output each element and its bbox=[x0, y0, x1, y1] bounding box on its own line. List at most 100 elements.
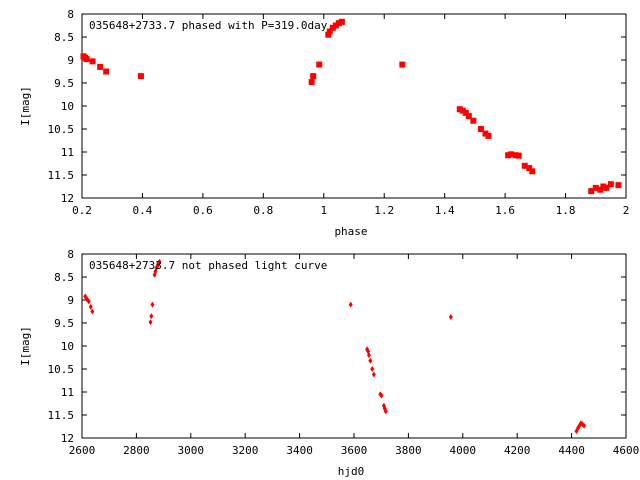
data-point bbox=[332, 22, 339, 29]
y-tick-label: 8.5 bbox=[54, 31, 74, 44]
data-point bbox=[485, 132, 492, 139]
data-point bbox=[103, 68, 110, 75]
data-point bbox=[326, 28, 333, 35]
data-point bbox=[529, 168, 536, 175]
data-point bbox=[482, 130, 489, 137]
y-tick-label: 8.5 bbox=[54, 271, 74, 284]
data-point bbox=[348, 301, 353, 308]
phased-plot-title: 035648+2733.7 phased with P=319.0day bbox=[89, 19, 328, 32]
phased-plot-ticks: 0.2 0.4 0.6 0.8 1 1.2 1.4 1.6 1.8 2 8 8.5 9 9.5 10 10.5… bbox=[48, 8, 630, 217]
data-point bbox=[316, 61, 323, 68]
data-point bbox=[149, 313, 154, 320]
data-point bbox=[515, 152, 522, 159]
data-point bbox=[325, 31, 332, 38]
data-point bbox=[148, 319, 153, 326]
data-point bbox=[338, 18, 345, 25]
unphased-plot-points bbox=[83, 258, 587, 435]
data-point bbox=[521, 162, 528, 169]
data-point bbox=[366, 352, 371, 359]
x-tick-label: 3000 bbox=[178, 444, 205, 457]
data-point bbox=[399, 61, 406, 68]
x-tick-label: 0.4 bbox=[133, 204, 153, 217]
x-tick-label: 2600 bbox=[69, 444, 96, 457]
data-point bbox=[368, 357, 373, 364]
data-point bbox=[459, 107, 466, 114]
data-point bbox=[383, 408, 388, 415]
y-tick-label: 11.5 bbox=[48, 409, 75, 422]
data-point bbox=[371, 371, 376, 378]
data-point bbox=[477, 126, 484, 132]
data-point bbox=[89, 58, 96, 65]
data-point bbox=[157, 258, 162, 265]
x-tick-label: 1.6 bbox=[495, 204, 515, 217]
phased-plot-ylabel: I[mag] bbox=[19, 86, 32, 126]
data-point bbox=[526, 165, 533, 172]
data-point bbox=[588, 188, 595, 195]
x-tick-label: 2800 bbox=[123, 444, 150, 457]
data-point bbox=[88, 303, 93, 310]
y-tick-label: 9 bbox=[67, 54, 74, 67]
y-tick-label: 12 bbox=[61, 432, 74, 445]
unphased-plot-panel: 2600 2800 3000 3200 3400 3600 3800 4000 4200 4400… bbox=[19, 248, 639, 478]
data-point bbox=[137, 73, 144, 80]
x-tick-label: 3200 bbox=[232, 444, 259, 457]
x-tick-label: 4000 bbox=[450, 444, 477, 457]
x-tick-label: 1.4 bbox=[435, 204, 455, 217]
y-tick-label: 10 bbox=[61, 100, 74, 113]
x-tick-label: 3400 bbox=[286, 444, 313, 457]
data-point bbox=[379, 392, 384, 399]
data-point bbox=[456, 106, 463, 113]
y-tick-label: 8 bbox=[67, 248, 74, 261]
data-point bbox=[329, 24, 336, 31]
x-tick-label: 4600 bbox=[613, 444, 640, 457]
x-tick-label: 3600 bbox=[341, 444, 368, 457]
data-point bbox=[508, 151, 515, 158]
y-tick-label: 10.5 bbox=[48, 363, 75, 376]
x-tick-label: 2 bbox=[623, 204, 630, 217]
y-tick-label: 11.5 bbox=[48, 169, 75, 182]
y-tick-label: 12 bbox=[61, 192, 74, 205]
data-point bbox=[462, 109, 469, 116]
data-point bbox=[465, 113, 472, 120]
x-tick-label: 4200 bbox=[504, 444, 531, 457]
phased-plot-points bbox=[80, 18, 622, 195]
data-point bbox=[308, 79, 315, 86]
y-tick-label: 11 bbox=[61, 386, 74, 399]
data-point bbox=[603, 184, 610, 191]
data-point bbox=[448, 314, 453, 321]
data-point bbox=[607, 181, 614, 188]
x-tick-label: 0.6 bbox=[193, 204, 213, 217]
y-tick-label: 10 bbox=[61, 340, 74, 353]
phased-plot-xlabel: phase bbox=[334, 225, 367, 238]
data-point bbox=[83, 56, 90, 63]
data-point bbox=[505, 152, 512, 159]
x-tick-label: 3800 bbox=[395, 444, 422, 457]
phased-plot-frame bbox=[81, 13, 627, 199]
unphased-plot-ticks: 2600 2800 3000 3200 3400 3600 3800 4000 4200 4400… bbox=[48, 248, 640, 457]
y-tick-label: 9.5 bbox=[54, 317, 74, 330]
x-tick-label: 1.2 bbox=[374, 204, 394, 217]
unphased-plot-frame bbox=[81, 253, 627, 439]
x-tick-label: 4400 bbox=[558, 444, 585, 457]
y-tick-label: 9.5 bbox=[54, 77, 74, 90]
data-point bbox=[150, 301, 155, 308]
data-point bbox=[86, 298, 91, 305]
unphased-plot-xlabel: hjd0 bbox=[338, 465, 365, 478]
x-tick-label: 1.8 bbox=[556, 204, 576, 217]
data-point bbox=[512, 152, 519, 159]
data-point bbox=[370, 366, 375, 372]
data-point bbox=[597, 186, 604, 193]
y-tick-label: 10.5 bbox=[48, 123, 75, 136]
unphased-plot-title: 035648+2733.7 not phased light curve bbox=[89, 259, 327, 272]
data-point bbox=[310, 73, 317, 80]
y-tick-label: 9 bbox=[67, 294, 74, 307]
y-tick-label: 11 bbox=[61, 146, 74, 159]
data-point bbox=[600, 183, 607, 190]
data-point bbox=[582, 422, 587, 429]
data-point bbox=[592, 184, 599, 191]
x-tick-label: 1 bbox=[320, 204, 327, 217]
x-tick-label: 0.8 bbox=[253, 204, 273, 217]
x-tick-label: 0.2 bbox=[72, 204, 92, 217]
data-point bbox=[335, 20, 342, 27]
